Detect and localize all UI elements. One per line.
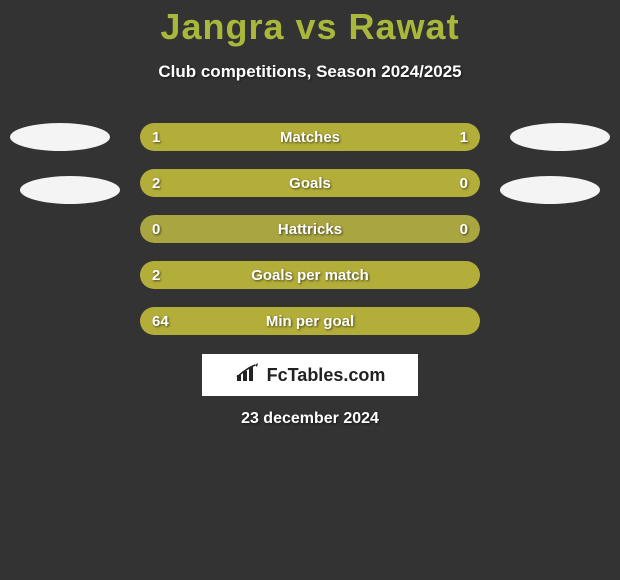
date-label: 23 december 2024: [0, 410, 620, 428]
player-right-name: Rawat: [349, 6, 460, 47]
fctables-logo: FcTables.com: [202, 354, 418, 396]
page-title: Jangra vs Rawat: [0, 0, 620, 48]
stat-label: Min per goal: [140, 307, 480, 335]
bar-chart-icon: [235, 363, 261, 388]
stat-row-matches: 1 Matches 1: [140, 123, 480, 151]
player-left-name: Jangra: [160, 6, 284, 47]
team-right-crest-1: [510, 123, 610, 151]
stat-label: Goals per match: [140, 261, 480, 289]
stat-label: Goals: [140, 169, 480, 197]
stat-row-goals: 2 Goals 0: [140, 169, 480, 197]
stat-right-value: 0: [460, 215, 468, 243]
team-left-crest-2: [20, 176, 120, 204]
stat-right-value: 1: [460, 123, 468, 151]
stats-column: 1 Matches 1 2 Goals 0 0 Hattricks 0 2 Go…: [140, 123, 480, 353]
fctables-logo-text: FcTables.com: [267, 365, 386, 386]
subtitle: Club competitions, Season 2024/2025: [0, 62, 620, 82]
stat-right-value: 0: [460, 169, 468, 197]
team-left-crest-1: [10, 123, 110, 151]
stat-row-goals-per-match: 2 Goals per match: [140, 261, 480, 289]
team-right-crest-2: [500, 176, 600, 204]
title-joiner: vs: [284, 6, 348, 47]
stat-row-min-per-goal: 64 Min per goal: [140, 307, 480, 335]
stat-label: Hattricks: [140, 215, 480, 243]
stat-label: Matches: [140, 123, 480, 151]
stat-row-hattricks: 0 Hattricks 0: [140, 215, 480, 243]
